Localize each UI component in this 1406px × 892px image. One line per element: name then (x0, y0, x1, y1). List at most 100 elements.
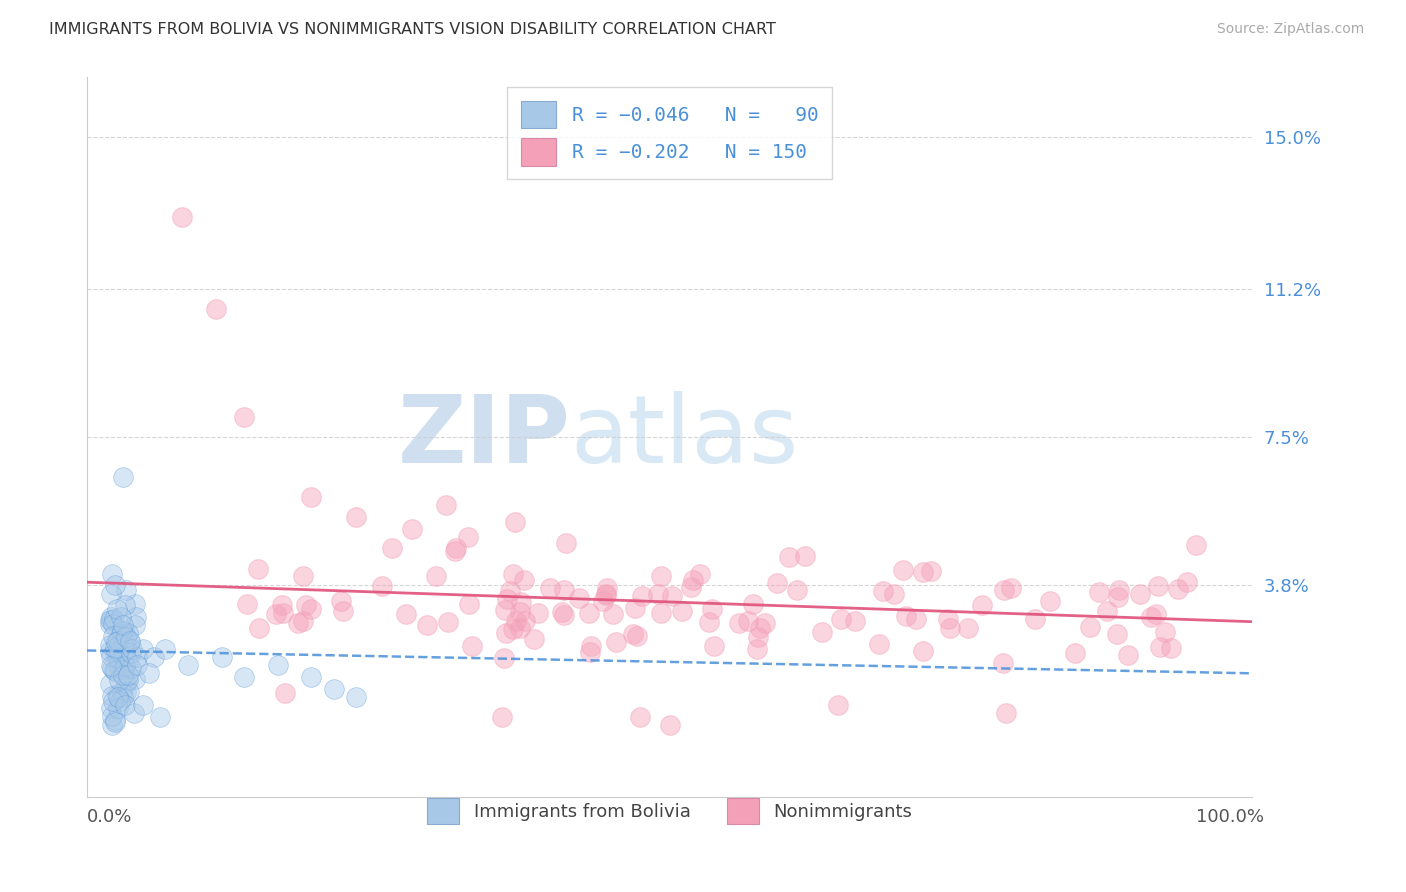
Point (100, 566, 122, 581)
Text: Source: ZipAtlas.com: Source: ZipAtlas.com (1216, 22, 1364, 37)
Point (274, 686, 297, 700)
Point (104, 664, 127, 678)
Point (1063, 646, 1085, 660)
Text: IMMIGRANTS FROM BOLIVIA VS NONIMMIGRANTS VISION DISABILITY CORRELATION CHART: IMMIGRANTS FROM BOLIVIA VS NONIMMIGRANTS… (49, 22, 776, 37)
Text: atlas: atlas (571, 391, 799, 483)
Point (605, 635, 627, 649)
Point (425, 568, 447, 582)
Point (494, 603, 516, 617)
Point (287, 615, 309, 630)
Point (395, 607, 418, 621)
Point (679, 580, 702, 594)
Point (124, 672, 146, 686)
Point (1116, 648, 1139, 663)
Point (1185, 538, 1208, 552)
Point (105, 602, 128, 616)
Point (502, 566, 524, 581)
Point (104, 714, 127, 729)
Point (104, 640, 127, 655)
Point (550, 606, 572, 620)
Point (105, 644, 128, 658)
Point (143, 649, 166, 664)
Point (810, 624, 832, 639)
Point (155, 641, 177, 656)
Point (107, 701, 129, 715)
Point (1107, 591, 1129, 605)
Point (1078, 620, 1101, 634)
Point (101, 694, 124, 708)
Point (972, 598, 994, 612)
Point (100, 587, 122, 601)
Point (177, 657, 200, 672)
Point (912, 644, 935, 658)
Point (682, 573, 704, 587)
Point (98, 638, 121, 652)
Point (1000, 581, 1022, 595)
Point (117, 673, 139, 688)
Point (108, 693, 131, 707)
Point (114, 599, 136, 613)
Point (264, 607, 287, 621)
Point (703, 639, 725, 653)
Point (110, 627, 132, 641)
Point (401, 522, 423, 536)
Point (98, 613, 121, 627)
Point (117, 626, 139, 640)
Point (138, 665, 160, 680)
Point (101, 689, 124, 703)
Point (112, 624, 135, 639)
Point (98, 643, 121, 657)
Point (894, 608, 917, 623)
Point (122, 706, 145, 720)
Point (111, 618, 134, 632)
Point (149, 710, 172, 724)
Point (491, 710, 513, 724)
Point (499, 583, 522, 598)
Point (299, 602, 322, 616)
Point (786, 582, 808, 597)
Point (103, 612, 125, 626)
Point (444, 541, 467, 556)
Point (117, 668, 139, 682)
Point (100, 658, 122, 673)
Point (107, 673, 129, 688)
Point (747, 630, 769, 644)
Point (595, 587, 617, 601)
Point (291, 614, 314, 628)
Point (118, 634, 141, 648)
Point (103, 629, 125, 643)
Point (115, 685, 138, 699)
Point (658, 718, 681, 732)
Point (100, 709, 122, 723)
Point (107, 650, 129, 665)
Point (957, 621, 980, 635)
Point (107, 657, 129, 672)
Point (650, 606, 672, 620)
Point (495, 626, 517, 640)
Point (100, 613, 122, 627)
Point (766, 575, 789, 590)
Point (107, 660, 129, 674)
Point (415, 618, 437, 632)
Point (112, 690, 135, 705)
Point (905, 612, 928, 626)
Point (494, 651, 516, 665)
Point (602, 607, 624, 621)
Point (555, 536, 578, 550)
Point (568, 591, 591, 605)
Point (994, 706, 1017, 720)
Point (107, 690, 129, 704)
Point (737, 615, 759, 629)
Legend: Immigrants from Bolivia, Nonimmigrants: Immigrants from Bolivia, Nonimmigrants (416, 788, 924, 835)
Point (120, 646, 142, 660)
Point (513, 614, 536, 628)
Point (650, 569, 672, 583)
Text: ZIP: ZIP (398, 391, 571, 483)
Point (1108, 582, 1130, 597)
Point (100, 609, 122, 624)
Point (114, 658, 136, 673)
Point (1175, 575, 1198, 590)
Point (103, 663, 125, 677)
Point (100, 701, 122, 715)
Point (118, 635, 141, 649)
